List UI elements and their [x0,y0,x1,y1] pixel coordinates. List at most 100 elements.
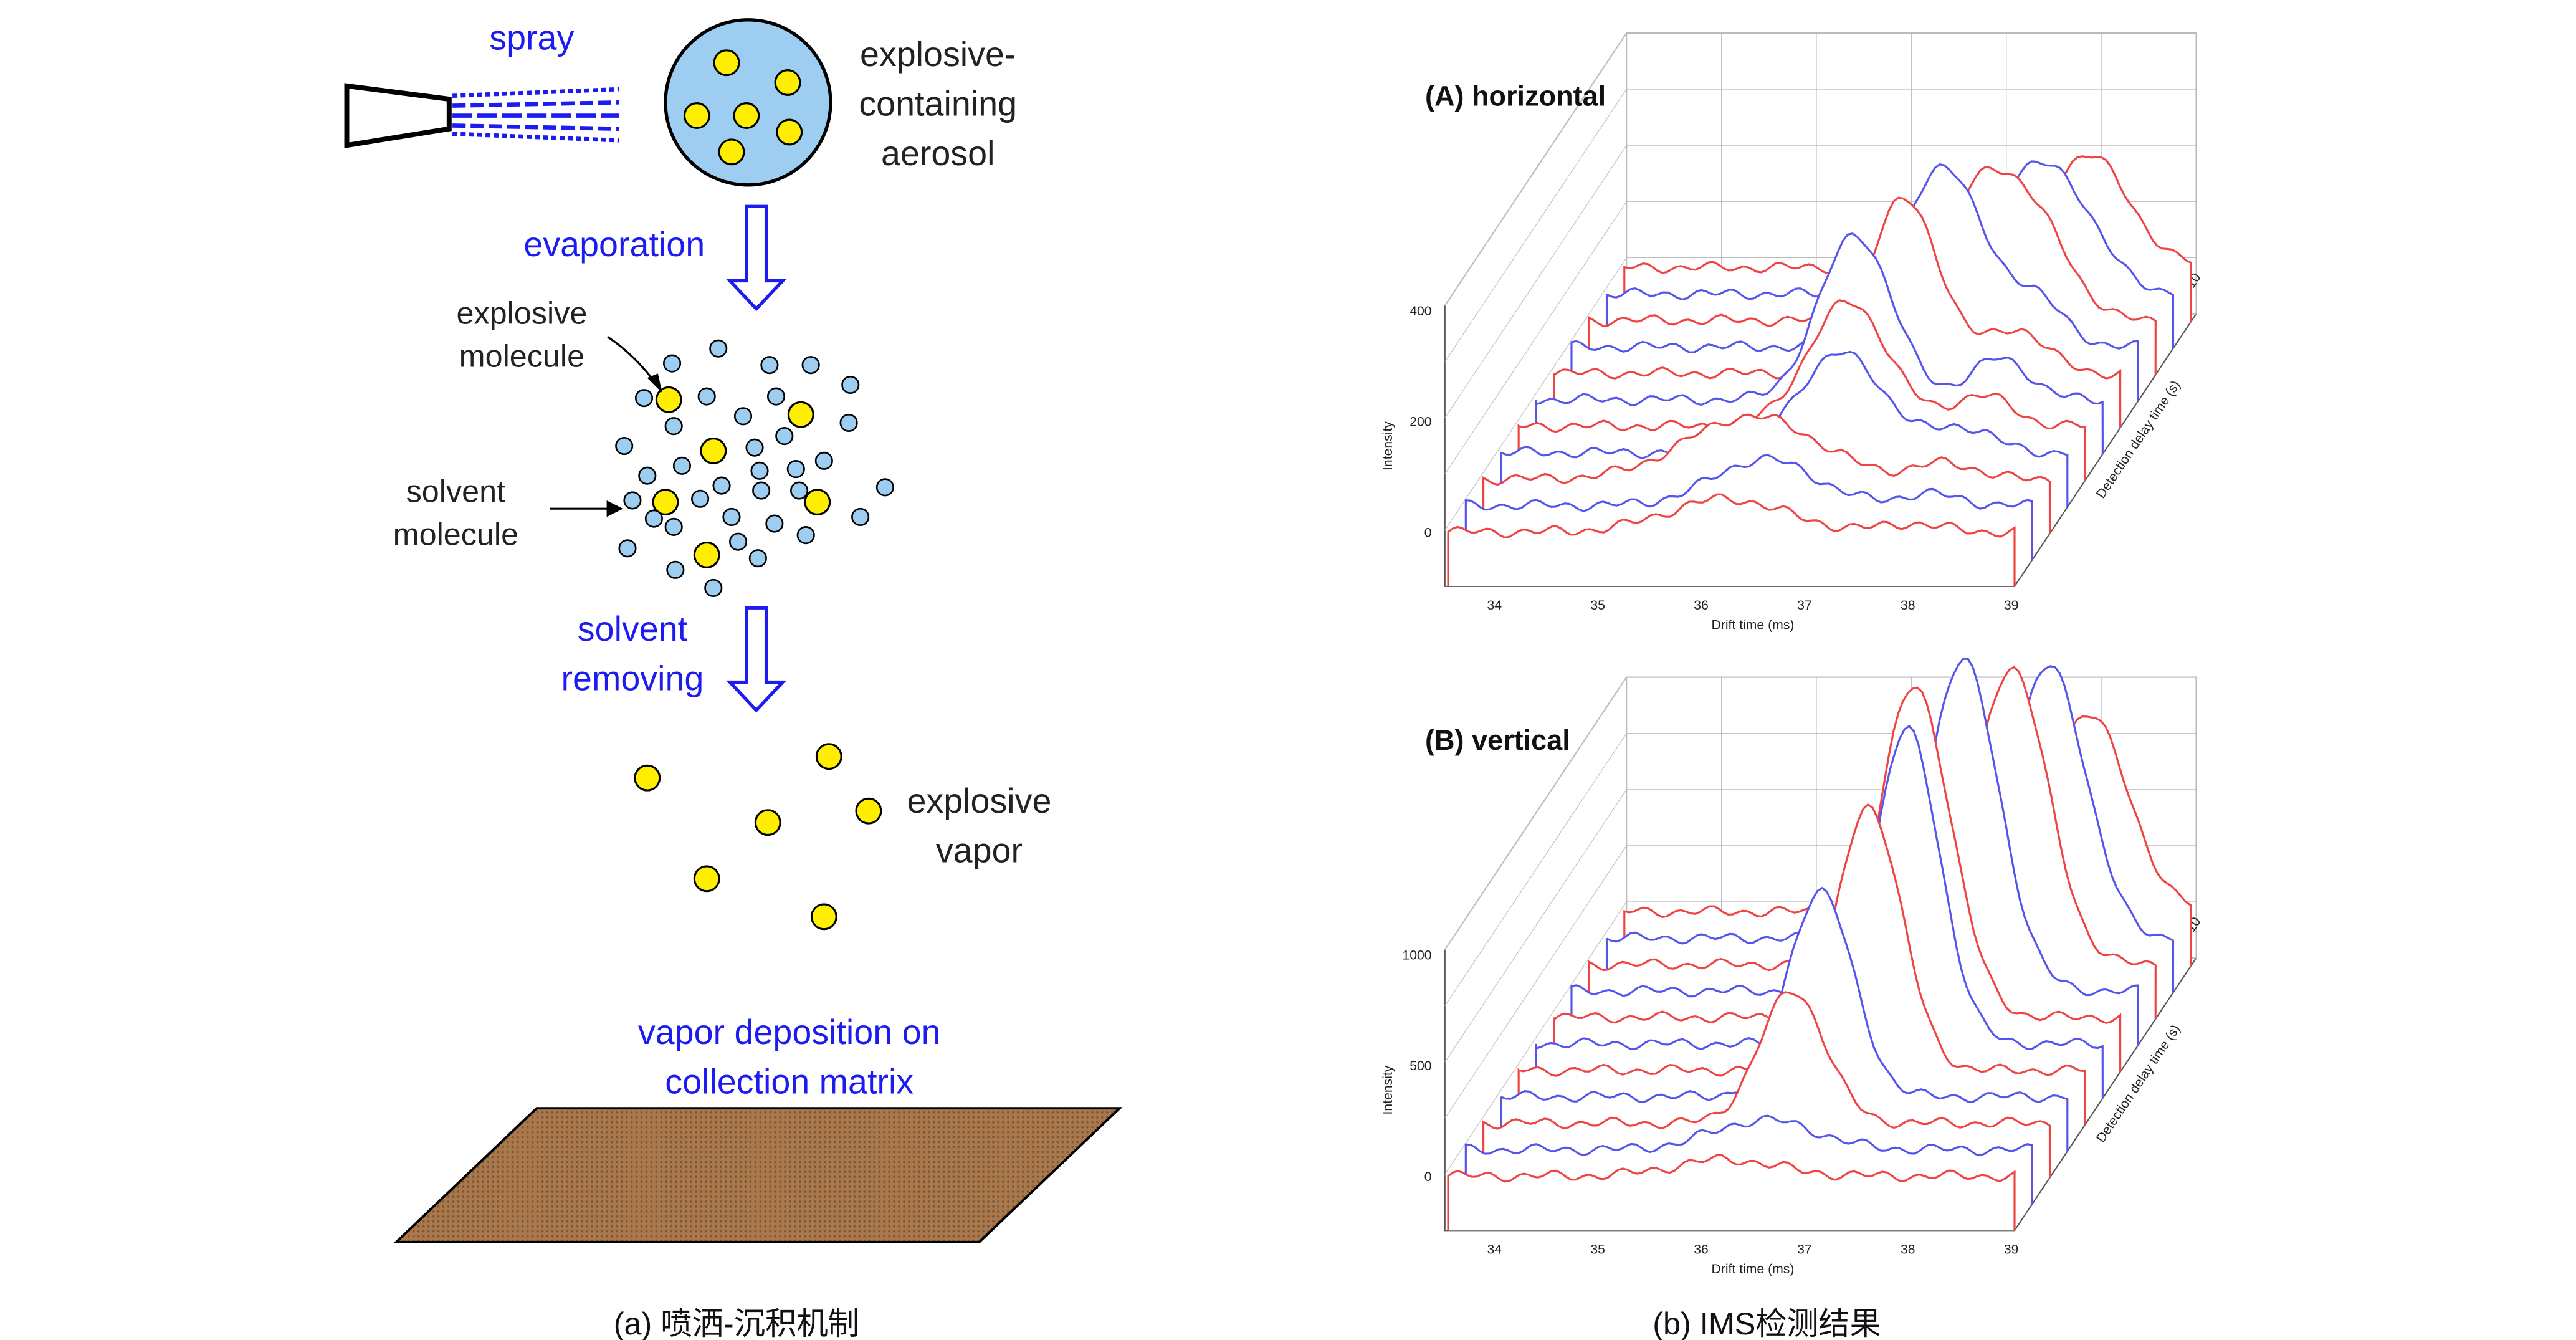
label: solvent [406,474,506,509]
explosive-dot [683,102,710,129]
solvent-dot [790,481,809,500]
explosive-dot [855,797,882,825]
solvent-dot [750,461,769,480]
solvent-dot [801,356,820,375]
x-tick-label: 38 [1901,1242,1915,1256]
grid-line [1444,89,1627,362]
explosive-dot [700,438,727,464]
pointer-arrows [550,336,662,517]
x-tick-label: 39 [2004,598,2019,613]
solvent-dot [765,514,784,533]
solvent-dot [796,526,815,545]
label: vapor [936,831,1023,869]
collection-matrix [393,1107,1123,1243]
solvent-dot [634,389,654,408]
solvent-dot [662,354,682,373]
grid-line [1444,733,1627,1007]
label: explosive [907,782,1051,820]
x-tick-label: 34 [1487,1242,1502,1256]
y-axis-label: Intensity [1381,421,1395,471]
plot-title: (A) horizontal [1425,80,1606,112]
solvent-dot [704,578,723,597]
label: containing [859,85,1017,123]
solvent-dot [664,417,683,436]
solvent-dot [775,427,794,446]
label: spray [489,19,574,57]
grid-line [1444,901,1627,1175]
spray-stream [452,87,619,143]
explosive-dot [787,401,814,428]
solvent-dot [733,407,753,426]
explosive-dot [774,69,801,96]
explosive-dot [733,102,760,129]
x-tick-label: 39 [2004,1242,2019,1256]
solvent-dot [638,466,657,485]
trace [1447,1154,2016,1231]
solvent-dot [722,507,741,527]
solvent-dot [728,532,748,551]
label: aerosol [881,134,995,173]
explosive-dot [754,809,781,836]
solvent-dot [814,451,833,470]
explosive-dot [693,865,720,893]
explosive-dot [804,489,831,516]
explosive-dot [815,743,842,770]
x-tick-label: 37 [1797,1242,1812,1256]
explosive-dot [718,138,745,166]
solvent-dot [691,489,710,508]
solvent-dot [644,509,663,528]
y-tick-label: 0 [1424,525,1432,540]
x-tick-label: 34 [1487,598,1502,613]
x-tick-label: 36 [1694,1242,1709,1256]
right-panel: (A) horizontal 34 35 36 37 38 39 Drift time (ms… [1381,32,2204,1276]
plot-title: (B) vertical [1425,724,1570,756]
label: molecule [393,517,518,552]
grid-line [1444,845,1627,1119]
explosive-dot [776,118,803,146]
x-tick-label: 35 [1590,598,1605,613]
solvent-dot [697,387,716,406]
caption: (b) IMS检测结果 [1653,1306,1881,1340]
x-tick-label: 38 [1901,598,1915,613]
label: molecule [459,338,584,373]
y-tick-label: 400 [1410,304,1431,318]
label: removing [561,659,704,698]
label: explosive- [860,35,1016,74]
solvent-dot [839,413,858,432]
y-tick-label: 1000 [1402,949,1431,963]
left-panel: spray explosive- containing aerosol evap… [344,18,1123,1340]
label: explosive [456,295,587,330]
solvent-dot [709,339,728,358]
trace [1482,991,2051,1178]
solvent-dot [712,476,731,495]
explosive-dot [634,764,661,792]
solvent-dot [786,460,805,479]
solvent-dot [618,539,637,558]
solvent-dot [760,356,779,375]
solvent-dot [748,549,767,568]
x-tick-label: 35 [1590,1242,1605,1256]
solvent-dot [666,560,685,579]
label: vapor deposition on [638,1013,941,1051]
solvent-dots [615,339,894,597]
process-arrows [726,204,787,713]
y-tick-label: 500 [1410,1059,1431,1073]
caption: (a) 喷洒-沉积机制 [614,1306,859,1340]
explosive-dot [810,903,837,931]
nozzle [344,83,452,148]
x-tick-label: 37 [1797,598,1812,613]
solvent-dot [615,436,634,456]
x-tick-label: 36 [1694,598,1709,613]
solvent-dot [851,507,870,527]
solvent-dot [752,481,771,500]
grid-line [1444,789,1627,1063]
solvent-dot [875,478,894,497]
x-axis-label: Drift time (ms) [1711,1262,1794,1276]
explosive-dot [713,49,740,77]
explosive-dot [655,386,682,413]
solvent-dot [664,517,683,536]
y-axis-label: Intensity [1381,1065,1395,1114]
explosive-dot [652,489,679,516]
solvent-dot [623,491,642,510]
